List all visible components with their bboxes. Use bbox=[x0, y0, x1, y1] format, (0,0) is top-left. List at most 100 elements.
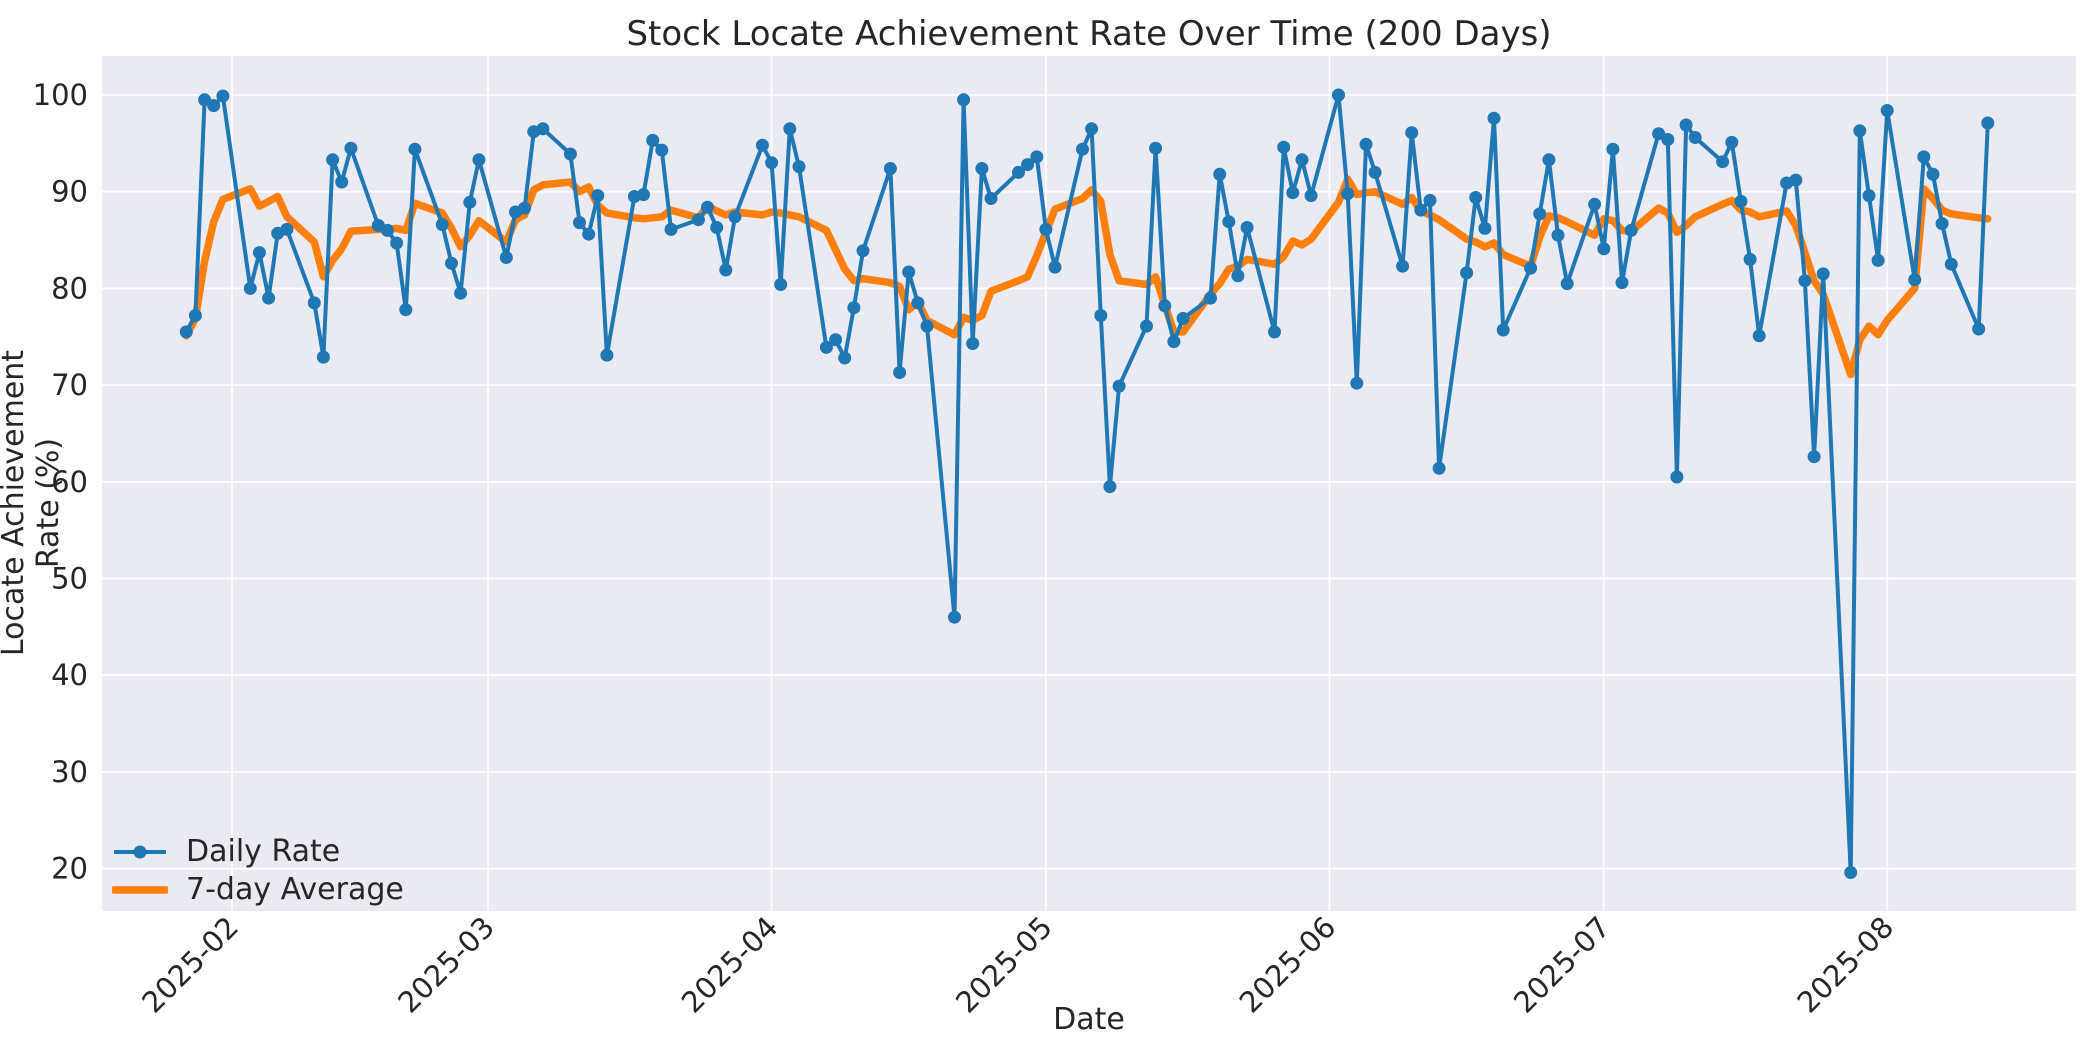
daily-rate-marker bbox=[600, 348, 614, 362]
daily-rate-marker bbox=[664, 222, 678, 236]
legend: Daily Rate 7-day Average bbox=[112, 833, 404, 909]
daily-rate-marker bbox=[783, 122, 797, 136]
daily-rate-marker bbox=[1743, 252, 1757, 266]
daily-rate-marker bbox=[1926, 167, 1940, 181]
y-tick-label: 60 bbox=[51, 465, 88, 499]
daily-rate-marker bbox=[1240, 221, 1254, 234]
daily-rate-marker bbox=[966, 337, 980, 350]
daily-rate-marker bbox=[838, 351, 852, 365]
daily-rate-marker bbox=[691, 213, 705, 227]
daily-rate-marker bbox=[1862, 189, 1876, 203]
daily-rate-marker bbox=[1423, 193, 1437, 207]
daily-rate-marker bbox=[1341, 187, 1355, 201]
daily-rate-marker bbox=[1048, 260, 1062, 274]
daily-rate-marker bbox=[1021, 158, 1035, 172]
daily-rate-marker bbox=[792, 160, 806, 174]
daily-rate-marker bbox=[463, 195, 477, 209]
daily-rate-marker bbox=[335, 175, 349, 189]
daily-rate-marker bbox=[1158, 299, 1172, 313]
daily-rate-marker bbox=[252, 246, 266, 260]
daily-rate-marker bbox=[893, 366, 907, 379]
daily-rate-marker bbox=[188, 309, 202, 322]
y-tick-label: 40 bbox=[51, 658, 88, 692]
daily-rate-marker bbox=[1908, 273, 1922, 287]
daily-rate-marker bbox=[472, 153, 486, 167]
daily-rate-marker bbox=[1716, 155, 1730, 169]
daily-rate-marker bbox=[1268, 325, 1281, 339]
seven-day-average-legend-swatch bbox=[112, 886, 168, 894]
daily-rate-marker bbox=[957, 93, 971, 107]
daily-rate-marker bbox=[902, 265, 916, 279]
daily-rate-marker bbox=[1396, 259, 1410, 273]
daily-rate-marker bbox=[1816, 267, 1830, 281]
daily-rate-marker bbox=[179, 325, 193, 339]
daily-rate-marker bbox=[1222, 215, 1236, 229]
daily-rate-marker bbox=[435, 218, 449, 232]
daily-rate-marker bbox=[1359, 137, 1373, 151]
daily-rate-marker bbox=[1935, 217, 1949, 231]
daily-rate-marker bbox=[1085, 122, 1099, 136]
daily-rate-markers bbox=[179, 88, 1995, 879]
daily-rate-marker bbox=[1478, 221, 1492, 235]
daily-rate-marker bbox=[262, 291, 276, 305]
daily-rate-marker bbox=[1496, 323, 1510, 337]
daily-rate-marker bbox=[1094, 309, 1108, 322]
daily-rate-marker bbox=[755, 138, 769, 152]
daily-rate-marker bbox=[1460, 266, 1474, 280]
daily-rate-marker bbox=[1304, 189, 1318, 203]
daily-rate-marker bbox=[1789, 173, 1803, 187]
daily-rate-marker bbox=[1880, 104, 1894, 117]
daily-rate-marker bbox=[1176, 311, 1190, 325]
daily-rate-marker bbox=[582, 227, 596, 241]
daily-rate-marker bbox=[1204, 291, 1217, 305]
daily-rate-marker bbox=[1295, 153, 1309, 167]
daily-rate-marker bbox=[381, 223, 394, 237]
daily-rate-marker bbox=[1688, 131, 1702, 144]
daily-rate-marker bbox=[1798, 274, 1812, 288]
daily-rate-marker bbox=[1405, 126, 1419, 140]
daily-rate-marker bbox=[399, 303, 413, 317]
daily-rate-marker bbox=[701, 200, 714, 214]
daily-rate-marker bbox=[1533, 207, 1547, 221]
legend-item-7day-average: 7-day Average bbox=[112, 871, 404, 909]
daily-rate-marker bbox=[920, 319, 934, 333]
daily-rate-marker bbox=[307, 296, 321, 310]
daily-rate-marker bbox=[1944, 257, 1958, 271]
daily-rate-marker bbox=[1487, 111, 1501, 125]
y-tick-label: 30 bbox=[51, 755, 88, 789]
daily-rate-marker bbox=[1606, 142, 1620, 156]
daily-rate-marker bbox=[1103, 480, 1117, 494]
daily-rate-marker bbox=[1350, 376, 1364, 390]
daily-rate-marker bbox=[1231, 269, 1245, 283]
daily-rate-marker bbox=[280, 222, 294, 236]
daily-rate-marker bbox=[1112, 379, 1126, 393]
daily-rate-marker bbox=[1524, 261, 1538, 275]
daily-rate-marker bbox=[1277, 140, 1291, 154]
daily-rate-marker bbox=[1039, 222, 1053, 236]
daily-rate-marker bbox=[1414, 203, 1428, 217]
daily-rate-marker bbox=[655, 143, 669, 157]
daily-rate-marker bbox=[1588, 197, 1602, 211]
daily-rate-marker bbox=[1030, 150, 1044, 164]
daily-rate-marker bbox=[445, 256, 458, 270]
daily-rate-marker bbox=[563, 147, 577, 161]
daily-rate-marker bbox=[1597, 242, 1611, 256]
daily-rate-marker bbox=[454, 286, 468, 300]
daily-rate-marker bbox=[499, 251, 513, 264]
daily-rate-marker bbox=[1368, 165, 1382, 179]
daily-rate-marker bbox=[1981, 116, 1995, 130]
y-tick-label: 90 bbox=[51, 175, 88, 209]
chart-title: Stock Locate Achievement Rate Over Time … bbox=[626, 14, 1552, 54]
daily-rate-marker bbox=[1670, 470, 1684, 484]
daily-rate-marker bbox=[1551, 228, 1565, 242]
daily-rate-marker bbox=[1332, 88, 1345, 102]
daily-rate-marker bbox=[1149, 141, 1163, 155]
legend-label-daily-rate: Daily Rate bbox=[186, 834, 341, 869]
daily-rate-marker bbox=[573, 216, 586, 230]
daily-rate-marker bbox=[536, 122, 550, 136]
daily-rate-marker bbox=[975, 162, 989, 175]
daily-rate-marker bbox=[316, 350, 330, 364]
daily-rate-marker bbox=[719, 263, 733, 277]
daily-rate-marker bbox=[344, 141, 358, 155]
